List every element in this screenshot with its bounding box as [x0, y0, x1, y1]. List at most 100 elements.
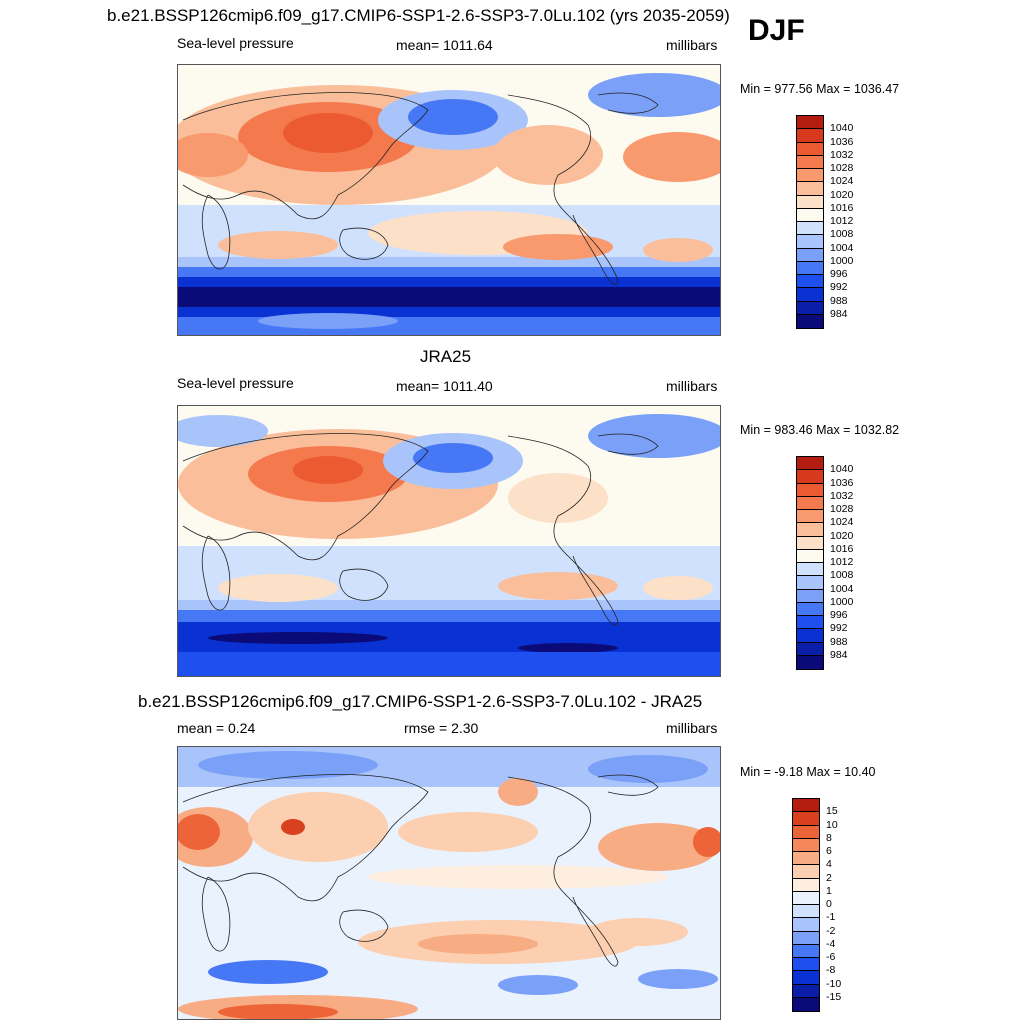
colorbar-tick-label: 15	[826, 805, 838, 818]
pressure-band	[178, 652, 720, 676]
coastlines	[182, 92, 659, 285]
colorbar-swatch	[793, 852, 819, 866]
panel-2-title: JRA25	[420, 347, 472, 366]
difference-cell	[248, 792, 388, 862]
colorbar-swatch	[793, 825, 819, 839]
colorbar-swatch	[797, 642, 823, 656]
panel-1-units-label: millibars	[666, 37, 718, 53]
colorbar-swatch	[797, 261, 823, 275]
pressure-cell	[508, 473, 608, 523]
coastlines	[182, 774, 659, 967]
colorbar-swatch	[797, 563, 823, 577]
colorbar-tick-label: 988	[830, 294, 848, 307]
colorbar-swatch	[797, 314, 823, 328]
colorbar-tick-label: 1012	[830, 556, 854, 568]
colorbar-tick-label: 996	[830, 609, 848, 621]
colorbar-tick-label: 1032	[830, 148, 854, 161]
colorbar-tick-label: 10	[826, 818, 838, 831]
pressure-band	[178, 610, 720, 622]
colorbar-tick-label: 1024	[830, 175, 854, 188]
difference-cell	[498, 975, 578, 995]
colorbar-swatch	[793, 891, 819, 905]
difference-cell	[693, 827, 720, 857]
panel-1-minmax: Min = 977.56 Max = 1036.47	[740, 82, 900, 96]
pressure-cell	[293, 456, 363, 484]
colorbar-swatch	[797, 576, 823, 590]
panel-3-units-label: millibars	[666, 720, 718, 736]
colorbar-tick-label: 1028	[830, 503, 854, 515]
colorbar-tick-label: -6	[826, 951, 836, 963]
colorbar-swatch	[797, 536, 823, 550]
colorbar-swatch	[793, 878, 819, 892]
colorbar-swatch	[797, 288, 823, 302]
difference-cell	[588, 918, 688, 946]
colorbar-tick-label: 1040	[830, 122, 854, 135]
colorbar-tick-label: 6	[826, 845, 832, 857]
colorbar-tick-label: 996	[830, 268, 848, 280]
pressure-band	[178, 600, 720, 610]
colorbar-tick-label: 1024	[830, 516, 854, 529]
colorbar-swatch	[797, 248, 823, 262]
panel-1-mean-label: mean= 1011.64	[396, 37, 493, 53]
colorbar-tick-label: 1016	[830, 201, 854, 214]
colorbar-tick-label: -4	[826, 937, 836, 950]
pressure-band	[178, 287, 720, 309]
colorbar-tick-label: 1000	[830, 254, 854, 267]
colorbar-tick-label: 1036	[830, 135, 854, 148]
colorbar-swatch	[797, 616, 823, 630]
panel-2-minmax: Min = 983.46 Max = 1032.82	[740, 423, 900, 437]
colorbar-swatch	[797, 496, 823, 510]
colorbar-swatch	[793, 944, 819, 958]
pressure-cell	[408, 99, 498, 135]
colorbar-tick-label: 984	[830, 307, 848, 320]
pressure-cell	[178, 133, 248, 177]
pressure-band	[178, 277, 720, 289]
pressure-cell	[643, 576, 713, 600]
difference-cell	[178, 814, 220, 850]
panel-2-mean-label: mean= 1011.40	[396, 378, 493, 394]
colorbar-tick-label: 992	[830, 622, 848, 635]
pressure-cell	[283, 113, 373, 153]
colorbar-swatch	[793, 905, 819, 919]
colorbar-swatch	[797, 195, 823, 209]
colorbar-swatch	[797, 629, 823, 643]
colorbar-tick-label: 1020	[830, 529, 854, 542]
colorbar-swatch	[793, 799, 819, 813]
colorbar-swatch	[797, 589, 823, 603]
panel-3-rmse-label: rmse = 2.30	[404, 720, 479, 736]
colorbar-tick-label: 1008	[830, 228, 854, 241]
colorbar-swatch	[797, 510, 823, 524]
difference-cell	[638, 969, 718, 989]
colorbar-tick-label: 1000	[830, 595, 854, 608]
colorbar-tick-label: -10	[826, 977, 842, 990]
pressure-band	[178, 267, 720, 279]
colorbar-tick-label: 1012	[830, 215, 854, 227]
pressure-cell	[588, 414, 720, 458]
panel-1-colorbar	[796, 115, 824, 329]
panel-3-title: b.e21.BSSP126cmip6.f09_g17.CMIP6-SSP1-2.…	[138, 692, 703, 711]
colorbar-swatch	[797, 116, 823, 130]
difference-cell	[281, 819, 305, 835]
pressure-cell	[503, 234, 613, 260]
colorbar-swatch	[797, 129, 823, 143]
colorbar-tick-label: -1	[826, 911, 836, 924]
colorbar-tick-label: -15	[826, 990, 842, 1003]
colorbar-tick-label: 8	[826, 831, 832, 844]
difference-cell	[368, 865, 668, 889]
season-label: DJF	[748, 14, 805, 47]
colorbar-tick-label: 988	[830, 635, 848, 648]
panel-2-variable-label: Sea-level pressure	[177, 375, 294, 391]
colorbar-swatch	[797, 470, 823, 484]
panel-2-map	[177, 405, 721, 677]
colorbar-tick-label: 1036	[830, 476, 854, 489]
colorbar-tick-label: 1004	[830, 582, 854, 595]
pressure-cell	[623, 132, 720, 182]
colorbar-tick-label: 992	[830, 281, 848, 294]
colorbar-swatch	[797, 483, 823, 497]
panel-1-title: b.e21.BSSP126cmip6.f09_g17.CMIP6-SSP1-2.…	[107, 6, 730, 25]
colorbar-swatch	[797, 549, 823, 563]
colorbar-swatch	[793, 958, 819, 972]
colorbar-swatch	[797, 301, 823, 315]
colorbar-swatch	[797, 155, 823, 169]
pressure-cell	[493, 125, 603, 185]
